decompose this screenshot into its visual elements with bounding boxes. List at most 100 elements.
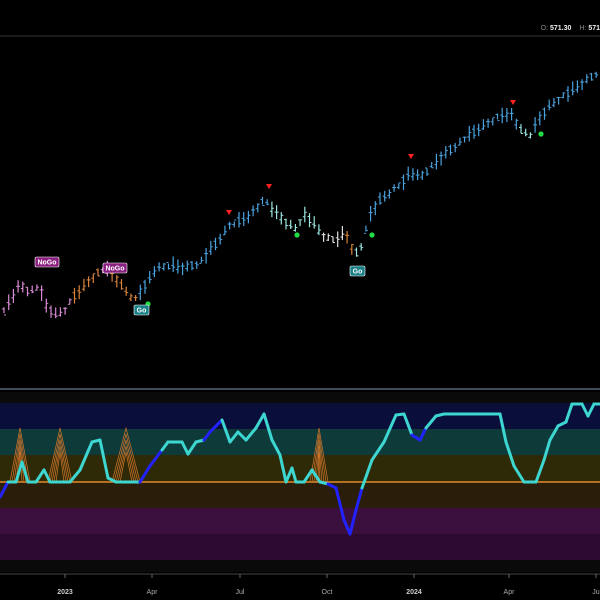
momentum-wedge — [47, 427, 73, 483]
price-bar — [269, 201, 274, 218]
price-bar — [504, 108, 509, 123]
price-bar — [547, 99, 552, 111]
oscillator-band — [0, 403, 600, 429]
wedge-line — [315, 445, 323, 483]
count-end-marker — [408, 154, 414, 159]
price-bar — [199, 256, 204, 264]
tag-box — [133, 304, 150, 316]
oscillator-band — [0, 534, 600, 560]
wedge-line — [111, 426, 141, 483]
price-bar — [143, 279, 147, 294]
price-bar — [542, 107, 547, 120]
oscillator-segment — [424, 414, 438, 430]
oscillator-segment — [68, 468, 82, 484]
price-bar — [185, 260, 190, 272]
price-bar — [96, 268, 100, 277]
price-bar — [420, 170, 425, 180]
tag-label: Go — [137, 308, 147, 315]
oscillator-band — [0, 560, 600, 572]
count-end-marker — [226, 210, 232, 215]
price-bar — [453, 143, 458, 153]
x-tick-label: 2024 — [406, 589, 422, 596]
price-bar — [157, 262, 162, 272]
high-label: H: — [579, 25, 587, 32]
state-tags: NoGo NoGo Go Go — [34, 256, 366, 316]
oscillator-segment — [354, 486, 364, 512]
oscillator-segment — [542, 438, 552, 462]
oscillator-segment — [202, 430, 212, 442]
wedge-line — [113, 433, 139, 483]
momentum-wedge — [111, 426, 141, 483]
price-bar — [20, 281, 25, 293]
price-bar — [439, 151, 444, 166]
wedge-line — [11, 433, 29, 483]
wedge-line — [119, 451, 133, 483]
oscillator-segment — [148, 448, 164, 468]
wedge-line — [53, 445, 67, 483]
oscillator-segment — [360, 458, 374, 490]
price-bar — [589, 73, 594, 81]
price-bar — [462, 136, 467, 143]
price-bar — [2, 307, 6, 316]
oscillator-segment — [418, 426, 428, 442]
price-bar — [302, 206, 307, 223]
oscillator-segment — [254, 412, 266, 430]
price-bar — [171, 256, 176, 272]
wedge-line — [47, 427, 73, 483]
price-bar — [345, 230, 350, 244]
oscillator-segment — [78, 440, 94, 472]
x-tick-label: Ju — [592, 589, 600, 596]
price-bar — [307, 213, 312, 228]
price-bar — [509, 107, 514, 121]
price-bar — [519, 124, 523, 134]
price-bar — [584, 74, 589, 84]
price-bar — [161, 262, 166, 271]
price-bar — [514, 118, 519, 130]
wedge-line — [51, 439, 69, 483]
oscillator-segment — [138, 464, 152, 484]
price-bar — [495, 113, 500, 121]
oscillator-line — [0, 402, 600, 536]
wedge-line — [311, 433, 327, 483]
price-bar — [415, 169, 420, 181]
price-bar — [81, 278, 86, 292]
oscillator-band — [0, 455, 600, 482]
tag-label: NoGo — [105, 266, 124, 273]
oscillator-segment — [160, 440, 170, 452]
signal-markers — [145, 100, 544, 307]
price-bar — [138, 284, 143, 301]
price-bar — [49, 305, 53, 318]
price-bar — [72, 287, 77, 304]
tag-label: Go — [353, 269, 363, 276]
price-bar — [457, 137, 462, 146]
oscillator-segment — [498, 412, 508, 444]
ohlc-readout: O: 571.30 H: 571 — [535, 25, 600, 32]
oscillator-segment — [586, 402, 596, 418]
oscillator-segment — [34, 468, 46, 484]
wedge-line — [309, 427, 329, 483]
price-bar — [363, 225, 368, 234]
price-bar — [331, 236, 335, 244]
wedge-line — [115, 439, 137, 483]
price-bar — [63, 307, 68, 315]
price-bar — [246, 210, 251, 224]
oscillator-segment — [0, 480, 10, 499]
x-tick-label: Oct — [322, 589, 333, 596]
oscillator-segment — [410, 433, 422, 442]
price-bar — [481, 119, 486, 130]
price-bar — [86, 276, 91, 288]
oscillator-panel — [0, 392, 600, 572]
price-bar — [25, 286, 30, 297]
price-bar — [382, 190, 387, 202]
price-bar — [368, 205, 373, 222]
price-bar — [265, 199, 270, 206]
price-bar — [298, 219, 303, 227]
price-bar — [218, 233, 223, 245]
price-bar — [378, 192, 382, 205]
price-bar — [274, 205, 279, 220]
price-bar — [119, 278, 124, 290]
oscillator-segment — [512, 464, 526, 484]
oscillator-segment — [98, 438, 110, 480]
high-value: 571 — [588, 25, 600, 32]
